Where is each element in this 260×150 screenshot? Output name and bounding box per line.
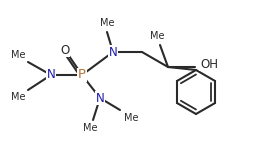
Text: Me: Me bbox=[150, 31, 164, 41]
Text: Me: Me bbox=[11, 92, 26, 102]
Text: N: N bbox=[96, 92, 104, 105]
Text: Me: Me bbox=[11, 50, 26, 60]
Text: N: N bbox=[47, 69, 55, 81]
Text: OH: OH bbox=[200, 57, 218, 70]
Text: N: N bbox=[109, 45, 117, 58]
Text: O: O bbox=[60, 44, 70, 57]
Text: Me: Me bbox=[100, 18, 114, 28]
Text: P: P bbox=[78, 69, 86, 81]
Text: Me: Me bbox=[124, 113, 139, 123]
Text: Me: Me bbox=[83, 123, 97, 133]
